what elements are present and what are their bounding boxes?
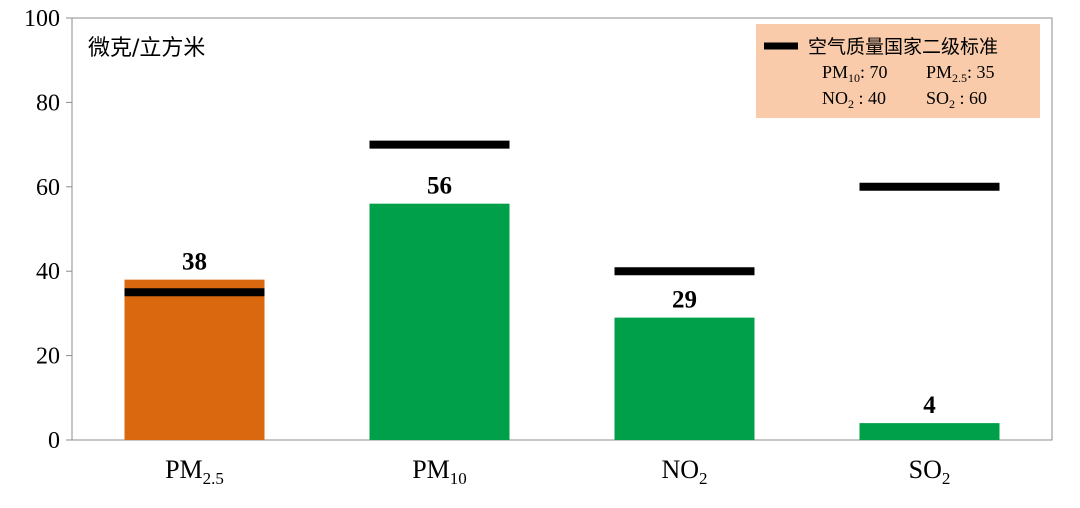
legend-item-base: NO [822,88,848,108]
bar [369,203,510,440]
legend-item-sub: 2 [949,97,955,111]
legend-item-sep: : [955,88,969,108]
legend-item-base: SO [926,88,949,108]
legend-item: NO2 : 40 [822,88,886,111]
legend-item-sep: : [967,62,977,82]
legend-title: 空气质量国家二级标准 [808,36,998,58]
legend-item-sub: 10 [848,71,860,85]
legend-item: PM10: 70 [822,62,888,85]
legend-item-base: PM [926,62,952,82]
x-tick-label-sub: 2 [699,469,708,488]
legend-item: SO2 : 60 [926,88,987,111]
plot-frame [71,17,1053,441]
legend-item-sub: 2 [848,97,854,111]
value-label: 56 [427,173,452,200]
x-tick-label: PM2.5 [165,455,224,488]
legend-item-sep: : [860,62,870,82]
y-tick-label: 80 [36,90,60,116]
x-tick-label-base: NO [661,455,699,484]
bar [124,279,265,440]
x-tick-label: SO2 [909,455,951,488]
y-tick-label: 40 [36,259,60,285]
x-tick-label-base: PM [165,455,203,484]
value-label: 29 [672,287,697,314]
legend-item-value: 35 [977,62,995,82]
x-tick-label: NO2 [661,455,707,488]
x-tick-label-base: PM [412,455,450,484]
bar [614,317,755,440]
legend-box [756,24,1040,118]
x-tick-label-sub: 2 [942,469,951,488]
legend-item-value: 70 [870,62,888,82]
legend-item-value: 40 [868,88,886,108]
x-tick-label-base: SO [909,455,942,484]
y-tick-label: 100 [24,6,60,32]
x-tick-label: PM10 [412,455,467,488]
x-tick-label-sub: 2.5 [203,469,224,488]
x-tick-label-sub: 10 [450,469,467,488]
bar [859,423,1000,440]
legend-item-base: PM [822,62,848,82]
legend-item-sep: : [854,88,868,108]
value-label: 4 [923,392,936,419]
legend-item: PM2.5: 35 [926,62,995,85]
y-tick-label: 20 [36,344,60,370]
y-tick-label: 60 [36,175,60,201]
y-tick-label: 0 [48,428,60,454]
unit-label: 微克/立方米 [88,36,205,61]
value-label: 38 [182,249,207,276]
legend-item-value: 60 [969,88,987,108]
legend-item-sub: 2.5 [952,71,967,85]
